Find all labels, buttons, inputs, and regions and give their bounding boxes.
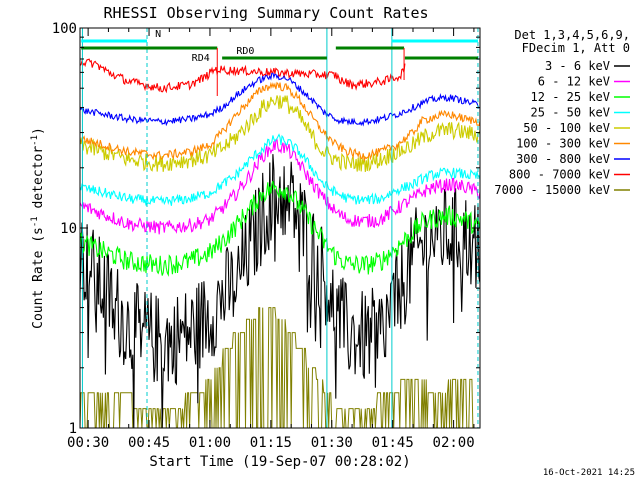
axis-ticks	[80, 27, 480, 429]
x-tick-label: 01:45	[372, 435, 414, 451]
y-tick-label: 10	[60, 221, 77, 237]
status-annotation: RD4	[192, 53, 210, 64]
x-tick-label: 01:15	[250, 435, 292, 451]
legend-entry-label: 6 - 12 keV	[538, 75, 610, 89]
legend-entry-label: 7000 - 15000 keV	[494, 183, 610, 197]
y-axis-label: Count Rate (s-1 detector-1)	[30, 127, 46, 329]
legend-header-line-2: FDecim 1, Att 0	[522, 41, 630, 55]
series-line	[80, 154, 480, 428]
series-line	[80, 58, 406, 94]
x-tick-label: 02:00	[433, 435, 475, 451]
x-tick-label: 00:30	[67, 435, 109, 451]
series-line	[80, 81, 480, 163]
x-tick-label: 01:30	[311, 435, 353, 451]
legend-entry-label: 3 - 6 keV	[545, 59, 610, 73]
y-tick-label: 1	[69, 421, 77, 437]
series-line	[80, 307, 478, 428]
legend-entry-label: 50 - 100 keV	[523, 121, 610, 135]
status-bar-label: RD0	[236, 46, 254, 57]
status-bars: N RD0 RD4	[81, 29, 478, 96]
x-tick-label: 00:45	[128, 435, 170, 451]
footer-timestamp: 16-Oct-2021 14:25	[543, 468, 635, 478]
legend: Det 1,3,4,5,6,9, FDecim 1, Att 0 3 - 6 k…	[494, 28, 630, 197]
series-layer	[80, 58, 480, 428]
y-tick-label: 100	[52, 21, 77, 37]
x-tick-label: 01:00	[189, 435, 231, 451]
y-tick-labels: 1 10 100	[52, 21, 77, 437]
status-bar-label: N	[155, 29, 161, 40]
legend-entry-label: 25 - 50 keV	[531, 106, 610, 120]
legend-header-line-1: Det 1,3,4,5,6,9,	[514, 28, 630, 42]
legend-entry-label: 300 - 800 keV	[516, 152, 610, 166]
legend-entry-label: 12 - 25 keV	[531, 90, 610, 104]
x-tick-labels: 00:30 00:45 01:00 01:15 01:30 01:45 02:00	[67, 435, 475, 451]
chart-title: RHESSI Observing Summary Count Rates	[103, 4, 428, 22]
legend-entry-label: 800 - 7000 keV	[509, 168, 610, 182]
x-axis-label: Start Time (19-Sep-07 00:28:02)	[149, 454, 410, 470]
legend-entry-label: 100 - 300 keV	[516, 137, 610, 151]
